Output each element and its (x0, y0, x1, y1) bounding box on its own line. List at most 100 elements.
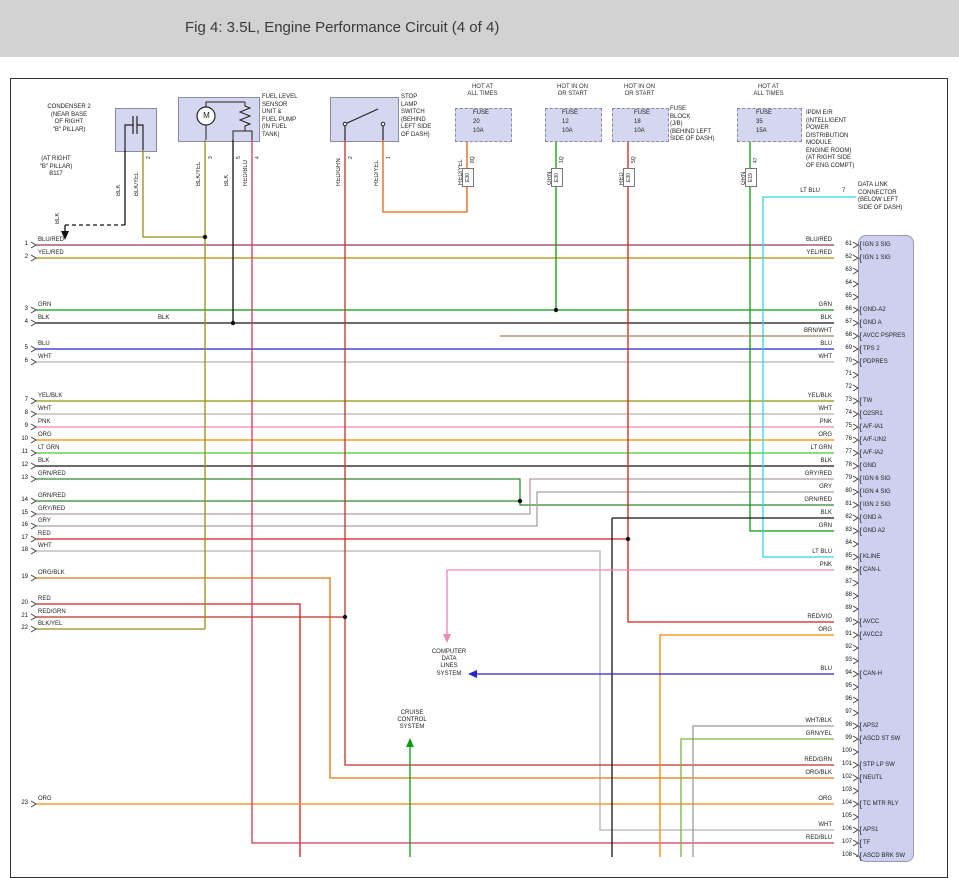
brace-glyph: { (859, 734, 863, 744)
ecm-pin-function-label: GND A2 (863, 528, 886, 534)
ecm-wire-color-label: ORG (818, 431, 832, 438)
left-pin-number: 21 (21, 613, 28, 619)
ecm-pin-number: 100 (841, 748, 852, 754)
brace-glyph: { (859, 721, 863, 731)
left-pin-tick (30, 254, 37, 262)
ecm-pin-function-label: APS2 (863, 723, 879, 729)
ecm-pin-function: {APS2 (859, 721, 878, 731)
wire-wht (36, 550, 834, 831)
ecm-pin-function-label: NEUTL (863, 775, 883, 781)
ecm-pin-tick (852, 488, 859, 496)
ecm-pin-function: {TC MTR RLY (859, 799, 899, 809)
brace-glyph: { (859, 409, 863, 419)
vertical-pin-number: 1Q (559, 156, 565, 163)
ecm-pin-function: {CAN-L (859, 565, 881, 575)
ecm-pin-function-label: TF (863, 840, 871, 846)
ecm-pin-function-label: AVCC PSPRES (863, 333, 906, 339)
ecm-pin-tick (852, 462, 859, 470)
ecm-pin-tick (852, 553, 859, 561)
ecm-wire-color-label: WHT (818, 821, 832, 828)
ecm-pin-tick (852, 319, 859, 327)
left-wire-color-label: WHT (38, 543, 52, 549)
ecm-pin-tick (852, 579, 859, 587)
ecm-pin-function-label: TW (863, 398, 873, 404)
left-wire-color-label: ORG (38, 432, 52, 438)
wire-grn-yel (680, 738, 834, 857)
left-wire-color-label: BLK (38, 458, 50, 464)
fuse-header-label: HOT IN ON OR START (557, 84, 588, 98)
ecm-pin-function: {IGN 4 SIG (859, 487, 891, 497)
ecm-pin-number: 108 (841, 852, 852, 858)
vertical-wire-color-label: BLK/YEL (134, 171, 140, 196)
ecm-pin-tick (852, 345, 859, 353)
left-pin-number: 6 (24, 358, 28, 364)
left-pin-number: 8 (24, 410, 28, 416)
brace-glyph: { (859, 448, 863, 458)
ecm-pin-function-label: A/F-IA1 (863, 424, 884, 430)
ecm-pin-tick (852, 449, 859, 457)
ecm-pin-number: 98 (845, 722, 852, 728)
brace-glyph: { (859, 552, 863, 562)
left-pin-tick (30, 436, 37, 444)
left-wire-color-label: RED/GRN (38, 609, 66, 615)
left-wire-color-label: BLU (38, 341, 50, 347)
vertical-wire-color-label: BLK (224, 174, 230, 186)
ecm-wire-color-label: BRN/WHT (804, 327, 832, 334)
ecm-pin-number: 77 (845, 449, 852, 455)
left-pin-tick (30, 625, 37, 633)
ecm-pin-number: 92 (845, 644, 852, 650)
ecm-pin-tick (852, 631, 859, 639)
vertical-pin-number: 5 (236, 156, 242, 159)
brace-glyph: { (859, 357, 863, 367)
ecm-pin-number: 105 (841, 813, 852, 819)
arrowhead-icon (443, 634, 451, 643)
ecm-pin-function: {O2SR1 (859, 409, 883, 419)
ecm-pin-tick (852, 696, 859, 704)
ecm-pin-number: 82 (845, 514, 852, 520)
computer-data-lines-annotation: COMPUTER DATA LINES SYSTEM (431, 649, 467, 677)
ecm-pin-function-label: A/F-IA2 (863, 450, 884, 456)
vertical-pin-number: 5Q (631, 156, 637, 163)
ecm-wire-color-label: GRN (818, 522, 832, 529)
ecm-pin-function: {A/F-IA1 (859, 422, 883, 432)
ecm-wire-color-label: LT BLU (812, 548, 832, 555)
ecm-wire-color-label: ORG/BLK (805, 769, 832, 776)
left-wire-color-label: GRN/RED (38, 493, 66, 499)
ecm-pin-number: 104 (841, 800, 852, 806)
ecm-pin-function-label: IGN 1 SIG (863, 255, 891, 261)
ecm-pin-function-label: GND (863, 463, 877, 469)
ecm-wire-color-label: GRN (818, 301, 832, 308)
ecm-pin-tick (852, 605, 859, 613)
stop-lamp-switch-box (330, 97, 399, 142)
ecm-wire-color-label: ORG (818, 626, 832, 633)
ecm-pin-function-label: TC MTR RLY (863, 801, 899, 807)
ecm-pin-tick (852, 761, 859, 769)
fuel-pump-label: FUEL LEVEL SENSOR UNIT & FUEL PUMP (IN F… (262, 94, 298, 138)
ecm-pin-function-label: STP LP SW (863, 762, 895, 768)
brace-glyph: { (859, 760, 863, 770)
brace-glyph: { (859, 461, 863, 471)
ecm-wire-color-label: PNK (819, 418, 832, 425)
ecm-pin-function: {GND A (859, 318, 882, 328)
ecm-pin-function-label: CAN-H (863, 671, 883, 677)
ecm-pin-tick (852, 618, 859, 626)
left-pin-number: 7 (24, 397, 28, 403)
ecm-pin-function: {A/F-UN2 (859, 435, 886, 445)
vertical-wire-color-label: BLK/YEL (196, 161, 202, 186)
condenser-label: CONDENSER 2 (NEAR BASE OF RIGHT "B" PILL… (47, 104, 91, 133)
ecm-pin-number: 69 (845, 345, 852, 351)
ecm-pin-number: 80 (845, 488, 852, 494)
ecm-pin-tick (852, 566, 859, 574)
ecm-pin-tick (852, 371, 859, 379)
ecm-pin-function-label: APS1 (863, 827, 879, 833)
vertical-pin-number: 8Q (470, 156, 476, 163)
ground-arrow-icon (61, 231, 69, 240)
brace-glyph: { (859, 474, 863, 484)
fuse-number-label: 12 (562, 119, 569, 125)
ecm-pin-number: 88 (845, 592, 852, 598)
brace-glyph: { (859, 318, 863, 328)
ecm-pin-function-label: ASCD BRK SW (863, 853, 906, 859)
ecm-wire-color-label: GRN/YEL (805, 730, 832, 737)
brace-glyph: { (859, 500, 863, 510)
ecm-pin-function: {APS1 (859, 825, 878, 835)
